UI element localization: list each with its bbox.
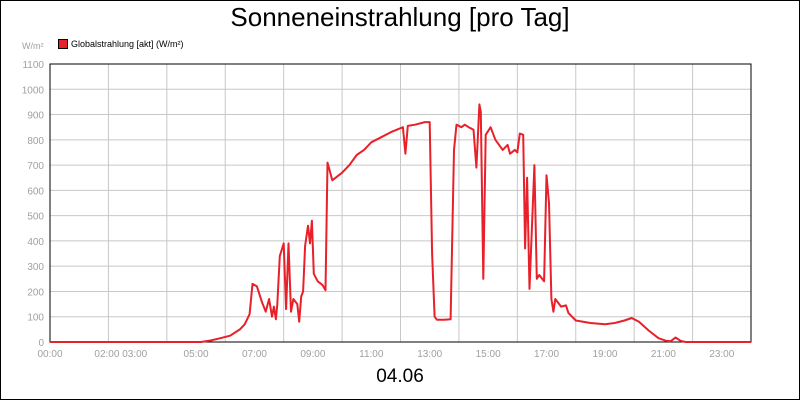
y-tick-label: 700 [27, 161, 44, 172]
chart-title: Sonneneinstrahlung [pro Tag] [230, 2, 570, 32]
x-tick-label: 19:00 [592, 349, 617, 360]
x-tick-label: 00:00 [37, 349, 62, 360]
y-unit-label: W/m² [22, 41, 44, 51]
y-tick-label: 1100 [22, 60, 44, 71]
y-tick-label: 0 [38, 338, 44, 349]
plot-border [49, 63, 752, 343]
series-line-globalstrahlung [50, 103, 751, 343]
y-tick-label: 200 [27, 287, 44, 298]
x-tick-label: 13:00 [417, 349, 442, 360]
legend-swatch [58, 39, 68, 49]
x-tick-label: 21:00 [651, 349, 676, 360]
x-tick-label: 07:00 [242, 349, 267, 360]
x-tick-label: 05:00 [184, 349, 209, 360]
y-tick-label: 600 [27, 186, 44, 197]
x-tick-label: 02:00 03:00 [94, 349, 147, 360]
x-tick-label: 17:00 [534, 349, 559, 360]
legend: Globalstrahlung [akt] (W/m²) [58, 39, 184, 49]
y-tick-label: 400 [27, 237, 44, 248]
x-tick-label: 11:00 [359, 349, 384, 360]
y-tick-label: 1000 [22, 85, 45, 96]
y-tick-label: 300 [27, 262, 44, 273]
chart-date-label: 04.06 [376, 366, 424, 387]
x-tick-label: 23:00 [709, 349, 734, 360]
y-tick-label: 500 [27, 212, 44, 223]
legend-label: Globalstrahlung [akt] (W/m²) [71, 39, 184, 49]
y-tick-label: 800 [27, 136, 44, 147]
x-tick-label: 09:00 [300, 349, 325, 360]
x-tick-label: 15:00 [476, 349, 501, 360]
y-tick-label: 900 [27, 111, 44, 122]
y-tick-label: 100 [27, 313, 44, 324]
